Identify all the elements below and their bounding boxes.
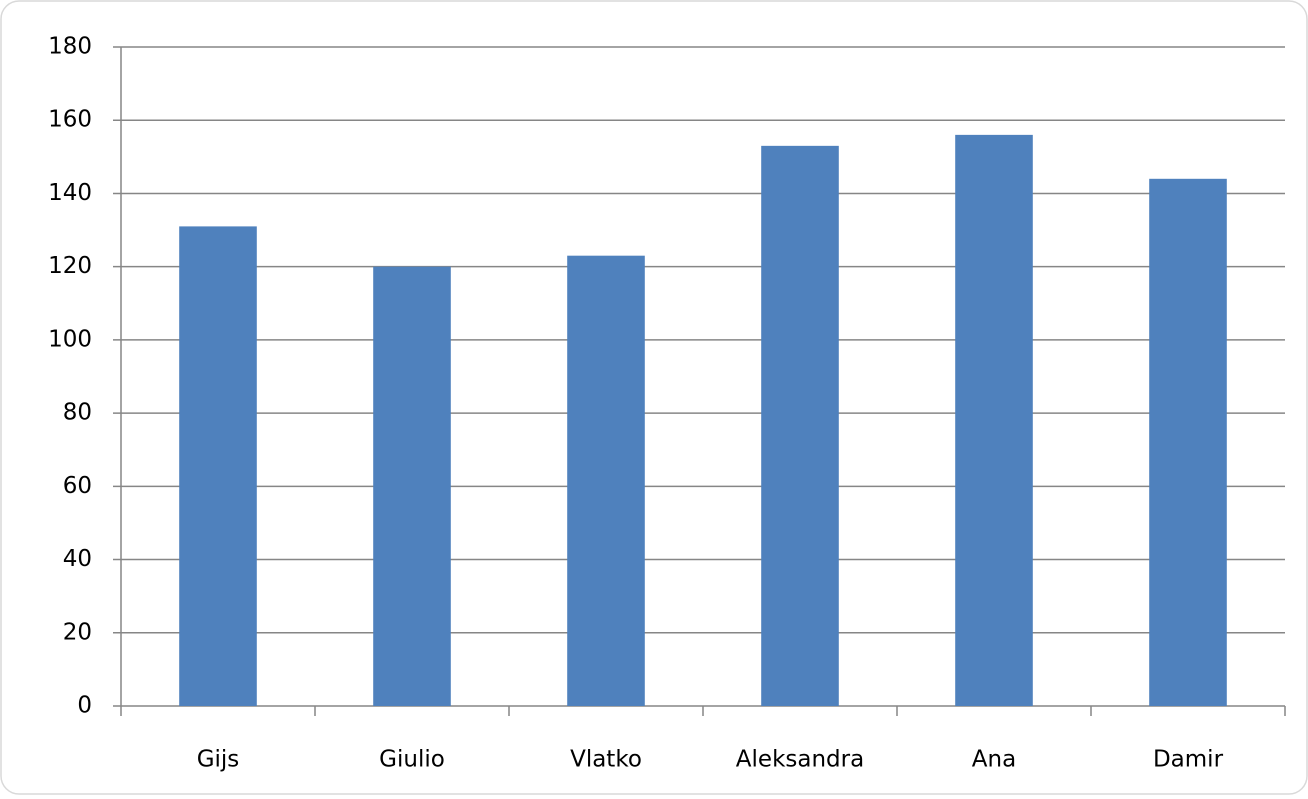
bar (955, 134, 1033, 706)
y-tick-label: 160 (48, 107, 92, 133)
x-tick-label: Vlatko (570, 747, 642, 773)
y-tick-label: 40 (63, 546, 92, 572)
x-tick-label: Damir (1153, 747, 1224, 773)
x-tick-label: Ana (972, 747, 1016, 773)
y-tick-label: 120 (48, 253, 92, 279)
x-tick-label: Giulio (379, 747, 445, 773)
bar (567, 255, 645, 706)
bar (179, 226, 257, 706)
y-tick-label: 20 (63, 619, 92, 645)
bar (761, 145, 839, 707)
y-tick-label: 180 (48, 34, 92, 60)
x-tick-label: Aleksandra (736, 747, 864, 773)
y-tick-label: 80 (63, 400, 92, 426)
y-tick-label: 100 (48, 326, 92, 352)
bar (373, 266, 451, 706)
x-tick-label: Gijs (197, 747, 240, 773)
bar (1149, 178, 1227, 707)
y-tick-label: 60 (63, 473, 92, 499)
y-tick-label: 140 (48, 180, 92, 206)
y-tick-label: 0 (77, 693, 92, 719)
